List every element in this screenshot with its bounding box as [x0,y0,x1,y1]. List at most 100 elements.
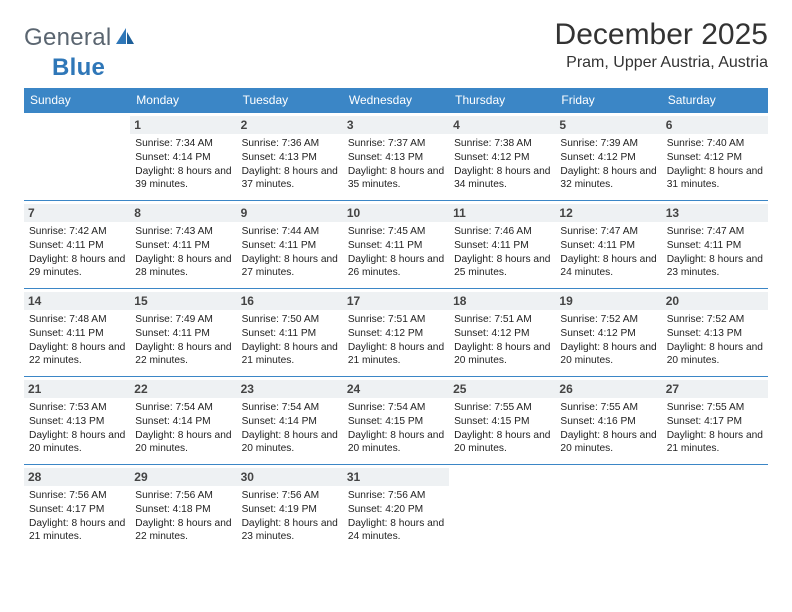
calendar-cell: 15Sunrise: 7:49 AMSunset: 4:11 PMDayligh… [130,289,236,377]
day-header: Friday [555,88,661,113]
day-number: 11 [449,204,555,222]
day-info: Sunrise: 7:55 AMSunset: 4:17 PMDaylight:… [667,401,763,456]
sunset-text: Sunset: 4:17 PM [667,415,763,429]
calendar-cell: 22 Sunrise: 7:54 AMSunset: 4:14 PMDayligh… [130,377,236,465]
sunrise-text: Sunrise: 7:34 AM [135,137,231,151]
calendar-body: .1Sunrise: 7:34 AMSunset: 4:14 PMDayligh… [24,113,768,553]
calendar-cell: 6Sunrise: 7:40 AMSunset: 4:12 PMDaylight… [662,113,768,201]
calendar-cell: 17 Sunrise: 7:51 AMSunset: 4:12 PMDayligh… [343,289,449,377]
sunset-text: Sunset: 4:15 PM [348,415,444,429]
brand-logo: General [24,18,139,52]
day-number: 4 [449,116,555,134]
day-info: Sunrise: 7:56 AMSunset: 4:19 PMDaylight:… [242,489,338,544]
calendar-cell: . [662,465,768,553]
sunrise-text: Sunrise: 7:42 AM [29,225,125,239]
sunset-text: Sunset: 4:11 PM [454,239,550,253]
day-number: 5 [555,116,661,134]
daylight-text: Daylight: 8 hours and 20 minutes. [29,429,125,457]
title-block: December 2025 Pram, Upper Austria, Austr… [555,18,768,72]
sunset-text: Sunset: 4:11 PM [29,327,125,341]
month-title: December 2025 [555,18,768,52]
sunrise-text: Sunrise: 7:44 AM [242,225,338,239]
calendar-week: 14 Sunrise: 7:48 AMSunset: 4:11 PMDayligh… [24,289,768,377]
sunrise-text: Sunrise: 7:52 AM [560,313,656,327]
sunrise-text: Sunrise: 7:54 AM [242,401,338,415]
calendar-cell: 21Sunrise: 7:53 AMSunset: 4:13 PMDayligh… [24,377,130,465]
day-number: 18 [449,292,555,310]
sunset-text: Sunset: 4:12 PM [454,327,550,341]
day-number: 16 [237,292,343,310]
sunset-text: Sunset: 4:11 PM [135,327,231,341]
day-info: Sunrise: 7:55 AMSunset: 4:16 PMDaylight:… [560,401,656,456]
day-number: 15 [130,292,236,310]
sunrise-text: Sunrise: 7:43 AM [135,225,231,239]
sunset-text: Sunset: 4:11 PM [560,239,656,253]
day-info: Sunrise: 7:51 AMSunset: 4:12 PMDaylight:… [348,313,444,368]
sunrise-text: Sunrise: 7:55 AM [560,401,656,415]
sunrise-text: Sunrise: 7:56 AM [242,489,338,503]
sunrise-text: Sunrise: 7:54 AM [348,401,444,415]
calendar-cell: 12Sunrise: 7:47 AMSunset: 4:11 PMDayligh… [555,201,661,289]
daylight-text: Daylight: 8 hours and 20 minutes. [135,429,231,457]
calendar-cell: 8Sunrise: 7:43 AMSunset: 4:11 PMDaylight… [130,201,236,289]
daylight-text: Daylight: 8 hours and 21 minutes. [242,341,338,369]
sunrise-text: Sunrise: 7:54 AM [135,401,231,415]
day-number: 3 [343,116,449,134]
sunset-text: Sunset: 4:19 PM [242,503,338,517]
daylight-text: Daylight: 8 hours and 28 minutes. [135,253,231,281]
sunrise-text: Sunrise: 7:55 AM [454,401,550,415]
sunset-text: Sunset: 4:14 PM [135,415,231,429]
sail-icon [114,26,136,51]
calendar-cell: 10 Sunrise: 7:45 AMSunset: 4:11 PMDayligh… [343,201,449,289]
day-info: Sunrise: 7:45 AMSunset: 4:11 PMDaylight:… [348,225,444,280]
day-info: Sunrise: 7:42 AMSunset: 4:11 PMDaylight:… [29,225,125,280]
daylight-text: Daylight: 8 hours and 22 minutes. [135,517,231,545]
sunset-text: Sunset: 4:13 PM [29,415,125,429]
sunrise-text: Sunrise: 7:45 AM [348,225,444,239]
day-info: Sunrise: 7:48 AMSunset: 4:11 PMDaylight:… [29,313,125,368]
calendar-cell: 31Sunrise: 7:56 AMSunset: 4:20 PMDayligh… [343,465,449,553]
sunset-text: Sunset: 4:18 PM [135,503,231,517]
day-number: 7 [24,204,130,222]
day-number: 29 [130,468,236,486]
sunset-text: Sunset: 4:12 PM [560,151,656,165]
day-number: 17 [343,292,449,310]
daylight-text: Daylight: 8 hours and 35 minutes. [348,165,444,193]
sunrise-text: Sunrise: 7:55 AM [667,401,763,415]
sunset-text: Sunset: 4:17 PM [29,503,125,517]
calendar-cell: 27Sunrise: 7:55 AMSunset: 4:17 PMDayligh… [662,377,768,465]
day-number: 22 [130,380,236,398]
sunset-text: Sunset: 4:12 PM [667,151,763,165]
daylight-text: Daylight: 8 hours and 37 minutes. [242,165,338,193]
day-number: 21 [24,380,130,398]
sunrise-text: Sunrise: 7:56 AM [348,489,444,503]
daylight-text: Daylight: 8 hours and 39 minutes. [135,165,231,193]
sunset-text: Sunset: 4:11 PM [29,239,125,253]
day-number: 14 [24,292,130,310]
calendar-cell: . [449,465,555,553]
day-info: Sunrise: 7:34 AMSunset: 4:14 PMDaylight:… [135,137,231,192]
calendar-cell: 7 Sunrise: 7:42 AMSunset: 4:11 PMDaylight… [24,201,130,289]
daylight-text: Daylight: 8 hours and 20 minutes. [560,429,656,457]
sunset-text: Sunset: 4:14 PM [242,415,338,429]
sunrise-text: Sunrise: 7:51 AM [454,313,550,327]
calendar-cell: 19Sunrise: 7:52 AMSunset: 4:12 PMDayligh… [555,289,661,377]
daylight-text: Daylight: 8 hours and 21 minutes. [667,429,763,457]
sunset-text: Sunset: 4:11 PM [135,239,231,253]
brand-word-2: Blue [52,54,105,81]
sunset-text: Sunset: 4:11 PM [242,239,338,253]
daylight-text: Daylight: 8 hours and 23 minutes. [242,517,338,545]
day-number: 10 [343,204,449,222]
sunset-text: Sunset: 4:14 PM [135,151,231,165]
daylight-text: Daylight: 8 hours and 34 minutes. [454,165,550,193]
sunset-text: Sunset: 4:11 PM [667,239,763,253]
day-number: 31 [343,468,449,486]
day-info: Sunrise: 7:47 AMSunset: 4:11 PMDaylight:… [560,225,656,280]
sunset-text: Sunset: 4:13 PM [667,327,763,341]
day-info: Sunrise: 7:40 AMSunset: 4:12 PMDaylight:… [667,137,763,192]
calendar-cell: 2Sunrise: 7:36 AMSunset: 4:13 PMDaylight… [237,113,343,201]
day-info: Sunrise: 7:55 AMSunset: 4:15 PMDaylight:… [454,401,550,456]
day-number: 30 [237,468,343,486]
day-info: Sunrise: 7:38 AMSunset: 4:12 PMDaylight:… [454,137,550,192]
daylight-text: Daylight: 8 hours and 22 minutes. [135,341,231,369]
